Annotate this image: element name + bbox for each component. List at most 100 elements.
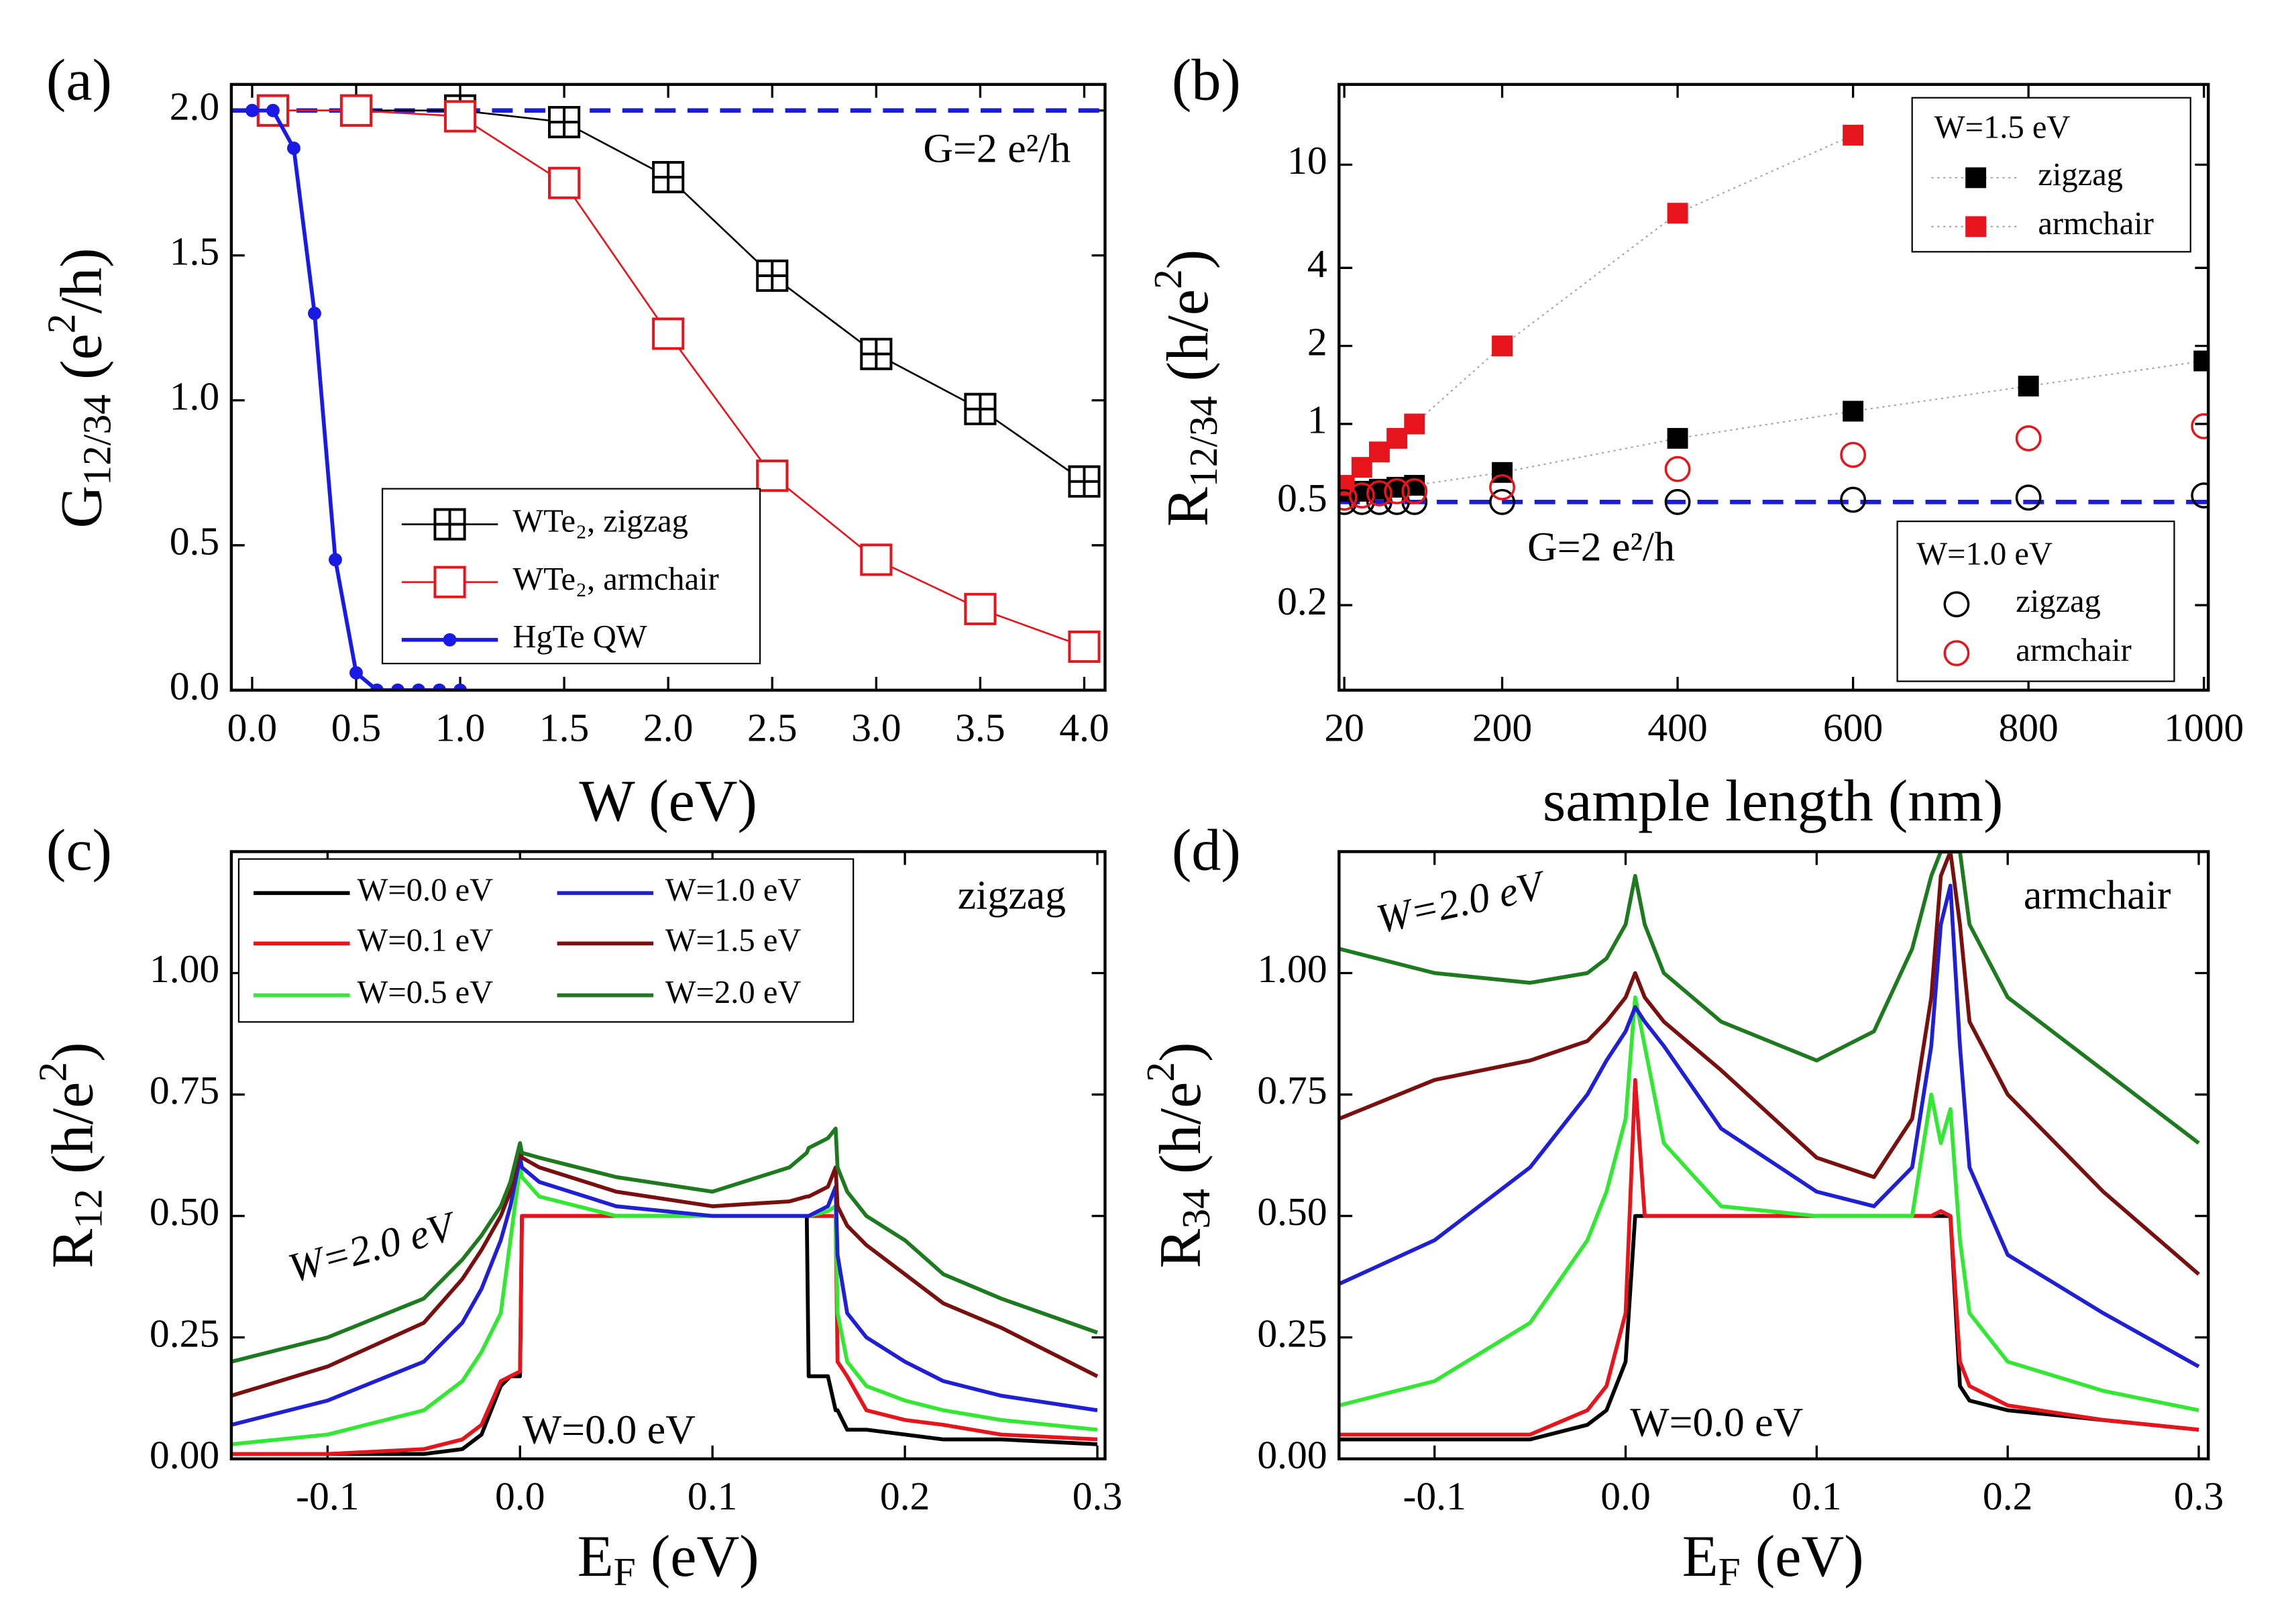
data-point xyxy=(652,317,685,350)
label-part: R xyxy=(1155,487,1221,527)
data-point xyxy=(2191,482,2209,509)
data-point xyxy=(548,166,581,199)
plot-area xyxy=(1339,851,2200,1442)
data-point xyxy=(308,307,321,321)
data-point xyxy=(2015,425,2042,451)
legend-label: WTe₂, zigzag xyxy=(512,503,688,539)
annotation: zigzag xyxy=(958,872,1066,918)
data-point xyxy=(1664,488,1691,515)
x-tick-label: 0.1 xyxy=(688,1474,738,1518)
legend-marker xyxy=(1965,216,1987,237)
data-point xyxy=(756,259,789,292)
x-tick-label: 1.0 xyxy=(435,705,486,749)
series-line xyxy=(1339,851,2200,1145)
plot-frame xyxy=(229,83,1107,692)
y-tick-label: 0.25 xyxy=(1257,1311,1327,1355)
data-point xyxy=(964,392,997,425)
legend-label: armchair xyxy=(2016,632,2132,668)
y-axis-label: R34 (h/e2) xyxy=(1138,1042,1217,1269)
data-point xyxy=(391,683,404,690)
legend-label: W=1.5 eV xyxy=(665,922,802,958)
y-tick-label: 0.75 xyxy=(1257,1068,1327,1112)
annotation: W=2.0 eV xyxy=(1372,862,1551,943)
x-tick-label: 0.3 xyxy=(1073,1474,1123,1518)
panel: 20 200 400 600 800 1000 0.2 0.5 1 2 4 10 sample leng… xyxy=(1145,47,2244,834)
series-line xyxy=(1339,884,2200,1369)
legend-marker xyxy=(1943,640,1970,667)
label-part: ) xyxy=(1155,250,1221,269)
series-line xyxy=(231,1146,1099,1398)
data-point xyxy=(433,683,446,690)
label-part: sample length (nm) xyxy=(1543,768,2004,834)
data-point xyxy=(443,100,477,133)
plot-frame xyxy=(1337,83,2210,692)
x-tick-label: 4.0 xyxy=(1059,705,1109,749)
data-point xyxy=(266,103,280,117)
y-tick-label: 10 xyxy=(1287,138,1327,182)
data-point xyxy=(1068,630,1101,663)
label-part: (eV) xyxy=(636,1523,759,1589)
x-tick-label: 800 xyxy=(1998,705,2058,749)
x-tick-label: 3.0 xyxy=(851,705,901,749)
data-point xyxy=(1667,203,1688,224)
data-point xyxy=(1384,478,1411,504)
data-point xyxy=(860,543,893,576)
data-point xyxy=(412,683,425,690)
label-part: ) xyxy=(40,1042,106,1062)
data-point xyxy=(1401,478,1428,504)
legend-label: W=0.1 eV xyxy=(358,922,494,958)
annotation: W=2.0 eV xyxy=(284,1203,462,1291)
data-point xyxy=(245,103,259,117)
label-part: 12/34 xyxy=(74,394,119,486)
x-tick-label: 2.5 xyxy=(747,705,798,749)
y-tick-label: 0.00 xyxy=(150,1432,219,1477)
label-part: E xyxy=(1682,1523,1718,1589)
y-tick-label: 1.00 xyxy=(150,947,219,991)
panel-label: (d) xyxy=(1172,817,1241,883)
annotation: G=2 e²/h xyxy=(923,126,1071,172)
x-tick-label: 0.5 xyxy=(331,705,382,749)
legend-label: W=2.0 eV xyxy=(665,974,802,1010)
panel-label: (c) xyxy=(46,817,112,883)
data-point xyxy=(1369,441,1390,463)
label-part: G xyxy=(49,486,115,529)
label-part: F xyxy=(614,1550,636,1594)
y-tick-label: 0.2 xyxy=(1277,579,1327,623)
data-point xyxy=(1366,480,1392,506)
x-axis-label: W (eV) xyxy=(579,768,757,834)
x-tick-label: 2.0 xyxy=(643,705,694,749)
legend-title: W=1.5 eV xyxy=(1934,109,2071,145)
label-part: (h/e xyxy=(40,1082,106,1189)
panel: -0.1 0.0 0.1 0.2 0.3 0.00 0.25 0.50 0.75 1.00 EF (… xyxy=(1138,817,2224,1593)
label-part: W (eV) xyxy=(579,768,757,834)
x-axis-label: EF (eV) xyxy=(578,1523,759,1593)
legend-marker xyxy=(433,508,466,541)
plot-area xyxy=(1339,125,2209,515)
x-tick-label: 0.0 xyxy=(227,705,278,749)
y-tick-label: 2.0 xyxy=(170,84,220,128)
panel-label: (b) xyxy=(1172,47,1241,113)
legend-box xyxy=(1911,97,2191,253)
x-tick-label: 0.1 xyxy=(1792,1474,1842,1518)
panel-label: (a) xyxy=(46,47,112,113)
y-axis-label: R12/34 (h/e2) xyxy=(1145,250,1225,527)
y-tick-label: 2 xyxy=(1307,319,1327,364)
data-point xyxy=(652,161,685,194)
annotation: W=0.0 eV xyxy=(1630,1399,1803,1445)
label-part: F xyxy=(1718,1550,1741,1594)
legend-label: armchair xyxy=(2038,205,2154,242)
series-line xyxy=(1339,995,2199,1413)
label-part: 2 xyxy=(30,1062,74,1082)
data-point xyxy=(1843,400,1864,422)
x-tick-label: 600 xyxy=(1823,705,1883,749)
legend-label: WTe₂, armchair xyxy=(512,561,718,597)
x-tick-label: 0.0 xyxy=(1600,1474,1650,1518)
annotation: W=0.0 eV xyxy=(523,1407,696,1452)
data-point xyxy=(1068,465,1101,498)
label-part: (eV) xyxy=(1741,1523,1864,1589)
x-tick-label: 20 xyxy=(1324,705,1364,749)
legend-label: W=0.0 eV xyxy=(358,871,494,908)
label-part: (e xyxy=(49,333,115,394)
